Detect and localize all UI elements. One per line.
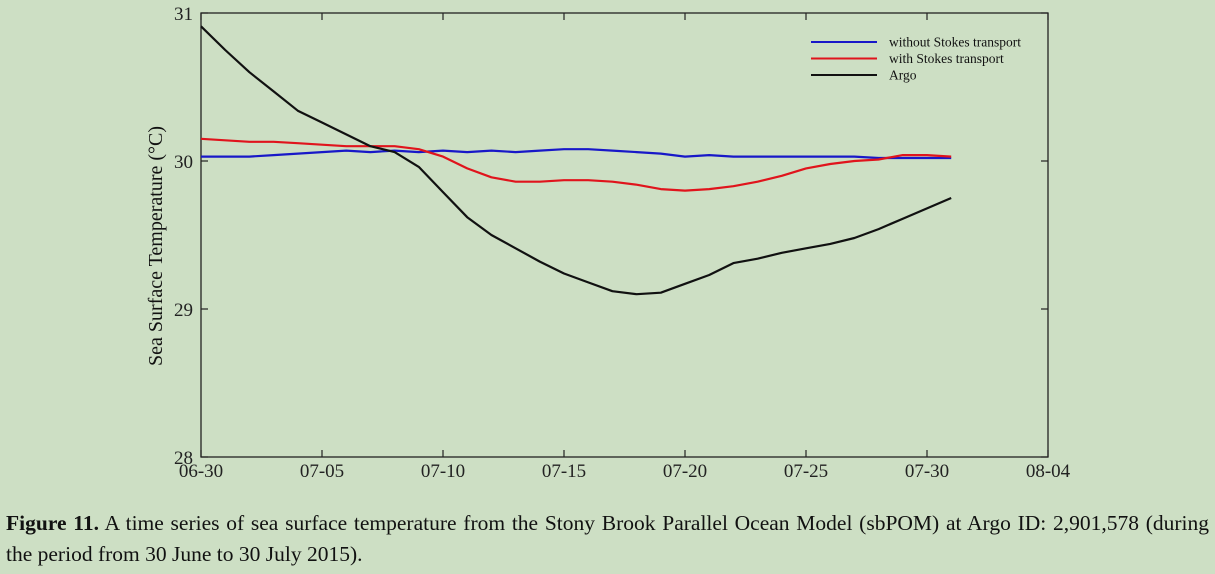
series-line-argo xyxy=(200,25,952,296)
x-tick-label: 07-15 xyxy=(542,461,586,482)
series-layer xyxy=(200,25,952,296)
x-tick-label: 07-20 xyxy=(663,461,707,482)
legend-label-without-stokes-transport: without Stokes transport xyxy=(889,35,1021,50)
y-tick-label: 30 xyxy=(174,152,193,173)
figure-caption-label: Figure 11. xyxy=(6,511,99,535)
x-tick-label: 08-04 xyxy=(1026,461,1071,482)
figure-caption-text: A time series of sea surface temperature… xyxy=(6,511,1209,566)
x-tick-label: 07-25 xyxy=(784,461,828,482)
series-line-with-stokes-transport xyxy=(200,137,952,192)
x-tick-label: 07-10 xyxy=(421,461,465,482)
y-tick-label: 28 xyxy=(174,448,193,469)
sst-time-series-chart: 06-30 07-05 07-10 07-15 07-20 07-25 07-30 08-04… xyxy=(145,4,1071,482)
y-axis-label: Sea Surface Temperature (°C) xyxy=(145,126,167,366)
x-tick-label: 06-30 xyxy=(179,461,223,482)
y-tick-label: 31 xyxy=(174,4,193,25)
figure-caption: Figure 11. A time series of sea surface … xyxy=(6,508,1209,570)
plot-axes: 06-30 07-05 07-10 07-15 07-20 07-25 07-30 08-04… xyxy=(174,4,1071,482)
series-line-without-stokes-transport xyxy=(201,148,952,160)
y-tick-label: 29 xyxy=(174,300,193,321)
plot-frame xyxy=(200,12,1049,458)
x-tick-label: 07-30 xyxy=(905,461,949,482)
legend-label-with-stokes-transport: with Stokes transport xyxy=(889,51,1004,66)
x-tick-label: 07-05 xyxy=(300,461,344,482)
legend-label-argo: Argo xyxy=(889,68,917,83)
